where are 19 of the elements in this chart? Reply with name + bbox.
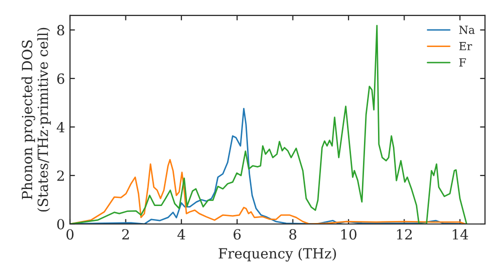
x-tick-label: 2 xyxy=(122,229,129,240)
legend-label: Er xyxy=(459,42,472,50)
x-tick-label: 4 xyxy=(177,229,186,240)
y-axis-title: Phonon projected DOS (States/THz·primitive cell) xyxy=(22,28,51,212)
legend-label: Na xyxy=(459,26,475,34)
y-tick-label: 2 xyxy=(57,170,64,181)
y-tick-label: 8 xyxy=(57,24,64,36)
x-tick-label: 0 xyxy=(66,229,74,240)
line-series xyxy=(70,159,466,224)
y-tick-label: 0 xyxy=(57,218,64,230)
y-tick-label: 4 xyxy=(56,122,64,132)
x-axis-title: Frequency (THz) xyxy=(218,248,336,262)
y-tick-label: 6 xyxy=(57,73,64,84)
x-tick-label: 12 xyxy=(397,229,412,240)
x-tick-label: 10 xyxy=(341,229,356,240)
x-tick-label: 8 xyxy=(289,229,296,240)
x-tick-label: 14 xyxy=(452,229,468,240)
x-tick-label: 6 xyxy=(234,229,241,240)
legend-label: F xyxy=(459,58,466,66)
